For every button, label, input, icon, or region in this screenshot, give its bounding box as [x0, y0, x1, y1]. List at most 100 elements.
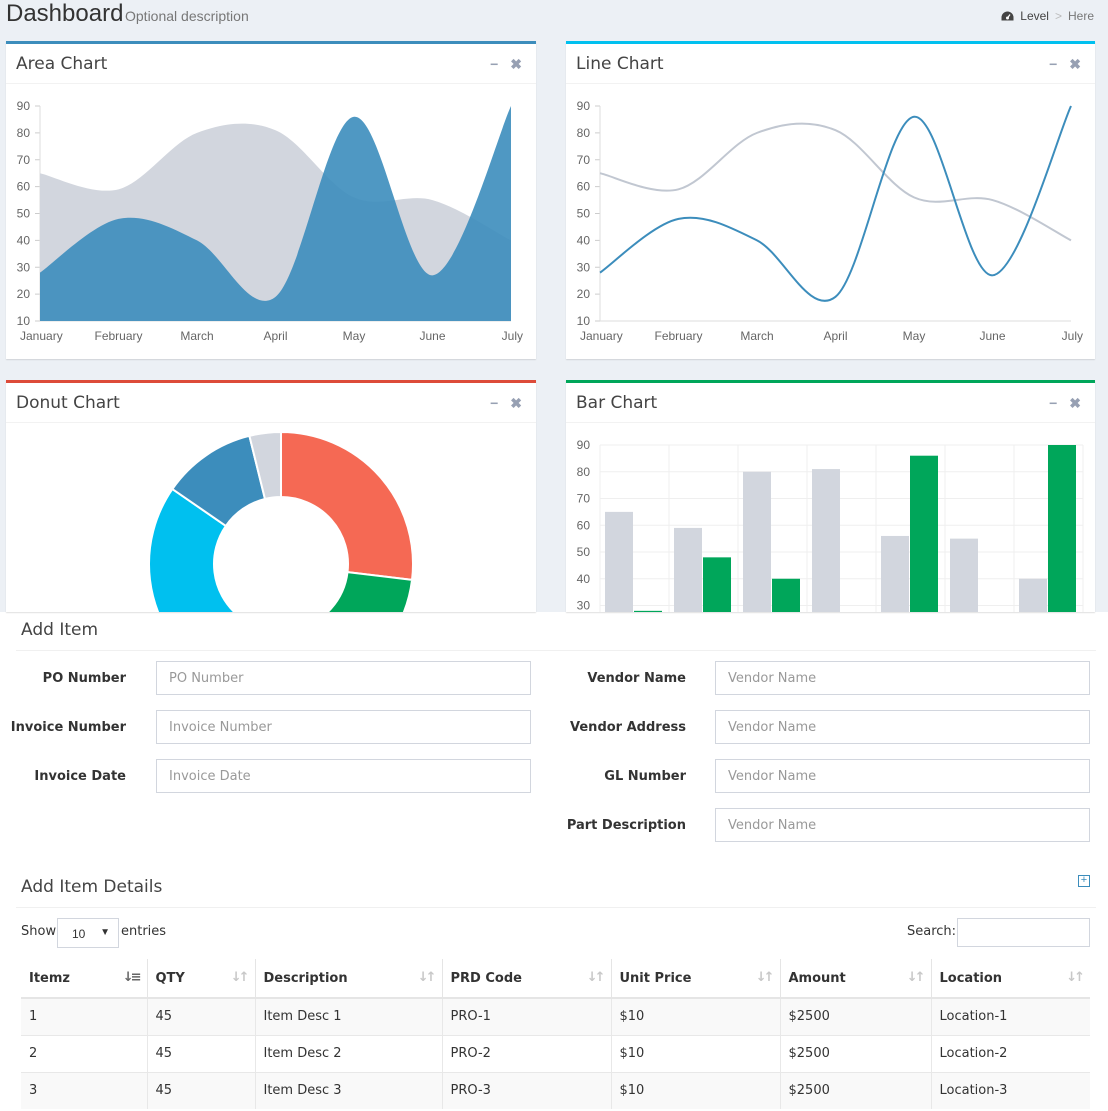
column-header[interactable]: Location ↓↑ — [931, 959, 1090, 999]
part-description-input[interactable] — [715, 808, 1090, 842]
x-tick-label: May — [343, 329, 366, 343]
table-cell: PRO-3 — [442, 1071, 612, 1109]
divider — [16, 907, 1096, 908]
table-cell: 3 — [21, 1071, 148, 1109]
breadcrumb: Level > Here — [1001, 9, 1094, 23]
gl-number-input[interactable] — [715, 759, 1090, 793]
box-header: Line Chart − ✖ — [566, 44, 1095, 84]
column-header[interactable]: Amount ↓↑ — [780, 959, 932, 999]
x-tick-label: January — [20, 329, 63, 343]
y-tick-label: 80 — [577, 465, 591, 479]
y-tick-label: 50 — [577, 545, 591, 559]
y-tick-label: 90 — [577, 438, 591, 452]
column-header[interactable]: QTY ↓↑ — [147, 959, 256, 999]
x-tick-label: March — [180, 329, 213, 343]
table-row: 1 45 Item Desc 1 PRO-1 $10 $2500 Locatio… — [21, 997, 1090, 1035]
y-tick-label: 40 — [577, 572, 591, 586]
gl-number-label: GL Number — [604, 769, 686, 784]
close-button[interactable]: ✖ — [1069, 395, 1081, 411]
table-cell: PRO-1 — [442, 997, 612, 1035]
bar — [812, 469, 840, 612]
table-cell: Location-3 — [931, 1071, 1090, 1109]
y-tick-label: 70 — [577, 153, 591, 167]
bar — [605, 511, 633, 612]
column-header[interactable]: PRD Code ↓↑ — [442, 959, 612, 999]
y-tick-label: 90 — [577, 99, 591, 113]
po-number-input[interactable] — [156, 661, 531, 695]
donut-slice — [148, 487, 236, 612]
y-tick-label: 10 — [17, 314, 31, 328]
caret-down-icon: ▼ — [100, 927, 110, 938]
breadcrumb-separator: > — [1054, 9, 1062, 23]
box-title: Bar Chart — [576, 393, 658, 413]
minimize-button[interactable]: − — [490, 395, 499, 411]
vendor-address-input[interactable] — [715, 710, 1090, 744]
entries-label: entries — [121, 924, 167, 939]
column-header[interactable]: Unit Price ↓↑ — [611, 959, 781, 999]
bar — [772, 578, 800, 612]
box-tools: − ✖ — [1049, 56, 1081, 73]
bar — [743, 471, 771, 612]
sort-icon: ↓↑ — [586, 970, 606, 985]
y-tick-label: 30 — [17, 260, 31, 274]
sort-icon: ↓↑ — [1066, 970, 1085, 985]
sort-icon: ↓↑ — [906, 970, 926, 985]
bar — [1048, 445, 1076, 612]
vendor-name-input[interactable] — [715, 661, 1090, 695]
minimize-button[interactable]: − — [490, 56, 499, 72]
minimize-button[interactable]: − — [1049, 395, 1058, 411]
invoice-number-label: Invoice Number — [10, 720, 126, 735]
minimize-button[interactable]: − — [1049, 56, 1058, 72]
x-tick-label: June — [979, 329, 1005, 343]
box-tools: − ✖ — [1049, 395, 1081, 412]
y-tick-label: 30 — [577, 599, 591, 613]
table-cell: Item Desc 3 — [255, 1071, 443, 1109]
y-tick-label: 20 — [577, 287, 591, 301]
show-label: Show — [21, 924, 57, 939]
entries-select[interactable]: 10 ▼ — [57, 918, 119, 948]
add-item-title: Add Item — [21, 620, 99, 640]
table-cell: $2500 — [780, 1034, 932, 1072]
donut-slice — [280, 430, 414, 582]
column-header[interactable]: Itemz ↓≡ — [21, 959, 148, 999]
donut-chart-box: Donut Chart − ✖ — [6, 380, 536, 612]
area-chart-box: Area Chart − ✖ 10 20 30 40 50 60 70 80 90 January… — [6, 41, 536, 359]
y-tick-label: 90 — [17, 99, 31, 113]
y-tick-label: 80 — [577, 126, 591, 140]
series-line — [599, 122, 1072, 242]
table-row: 2 45 Item Desc 2 PRO-2 $10 $2500 Locatio… — [21, 1034, 1090, 1072]
close-button[interactable]: ✖ — [510, 395, 522, 411]
donut-slice — [248, 430, 282, 501]
y-tick-label: 60 — [577, 518, 591, 532]
table-cell: $10 — [611, 997, 781, 1035]
close-button[interactable]: ✖ — [510, 56, 522, 72]
invoice-date-input[interactable] — [156, 759, 531, 793]
x-tick-label: June — [419, 329, 445, 343]
x-tick-label: May — [903, 329, 926, 343]
po-number-label: PO Number — [42, 671, 126, 686]
table-cell: PRO-2 — [442, 1034, 612, 1072]
table-cell: 45 — [147, 1034, 256, 1072]
add-item-details-title: Add Item Details — [21, 877, 163, 897]
breadcrumb-level-link[interactable]: Level — [1020, 9, 1049, 23]
dashboard-icon — [1001, 11, 1014, 20]
bar — [634, 610, 662, 612]
y-tick-label: 10 — [577, 314, 591, 328]
box-tools: − ✖ — [490, 395, 522, 412]
x-tick-label: February — [654, 329, 702, 343]
y-tick-label: 30 — [577, 260, 591, 274]
x-tick-label: January — [580, 329, 623, 343]
bar — [881, 535, 909, 612]
y-tick-label: 60 — [17, 180, 31, 194]
search-input[interactable] — [957, 918, 1090, 947]
plus-icon[interactable]: + — [1078, 875, 1090, 887]
invoice-number-input[interactable] — [156, 710, 531, 744]
close-button[interactable]: ✖ — [1069, 56, 1081, 72]
box-header: Area Chart − ✖ — [6, 44, 536, 84]
y-tick-label: 60 — [577, 180, 591, 194]
breadcrumb-here: Here — [1067, 9, 1094, 23]
line-chart: 10 20 30 40 50 60 70 80 90 January February March Ap… — [577, 99, 1083, 343]
column-header[interactable]: Description ↓↑ — [255, 959, 443, 999]
box-title: Line Chart — [576, 54, 664, 74]
